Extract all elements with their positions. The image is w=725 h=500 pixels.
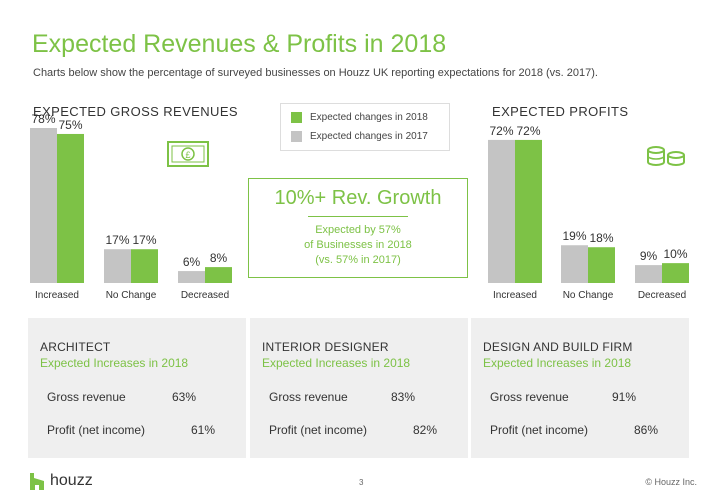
bar-increased-series-1 — [57, 133, 84, 283]
data-label: 72% — [489, 124, 513, 138]
page-number: 3 — [359, 478, 364, 487]
row-label-profit: Profit (net income) — [47, 423, 146, 437]
bar-decreased-series-1 — [662, 263, 689, 283]
panel-title: INTERIOR DESIGNER — [262, 340, 389, 354]
data-label: 78% — [31, 112, 55, 126]
row-value-profit: 61% — [191, 423, 216, 437]
data-label: 6% — [183, 255, 201, 269]
houzz-logo: houzz — [30, 472, 93, 490]
row-label-gross-revenue: Gross revenue — [47, 390, 126, 404]
legend-swatch-2017 — [291, 131, 302, 142]
row-label-gross-revenue: Gross revenue — [269, 390, 348, 404]
data-label: 10% — [663, 247, 687, 261]
panel-title: DESIGN AND BUILD FIRM — [483, 340, 633, 354]
row-value-gross-revenue: 91% — [612, 390, 637, 404]
data-label: 9% — [640, 249, 658, 263]
panel-subtitle: Expected Increases in 2018 — [262, 356, 411, 370]
bar-decreased-series-0 — [635, 265, 662, 283]
revenues-chart-title: EXPECTED GROSS REVENUES — [33, 104, 238, 119]
houzz-logo-text: houzz — [50, 472, 93, 489]
bar-no-change-series-0 — [561, 245, 588, 283]
row-label-profit: Profit (net income) — [269, 423, 368, 437]
row-value-profit: 86% — [634, 423, 659, 437]
panel-title: ARCHITECT — [40, 340, 111, 354]
legend-item-2018: Expected changes in 2018 — [291, 112, 428, 123]
data-label: 19% — [562, 229, 586, 243]
callout-line-1: Expected by 57% — [315, 224, 401, 236]
legend-label-2018: Expected changes in 2018 — [310, 112, 428, 123]
panel-design-build-firm: DESIGN AND BUILD FIRM Expected Increases… — [471, 318, 689, 458]
panel-subtitle: Expected Increases in 2018 — [40, 356, 189, 370]
bar-no-change-series-1 — [588, 247, 615, 283]
bar-increased-series-0 — [30, 128, 57, 283]
data-label: 17% — [105, 233, 129, 247]
row-label-profit: Profit (net income) — [490, 423, 589, 437]
callout-line-2: of Businesses in 2018 — [304, 239, 412, 251]
legend-item-2017: Expected changes in 2017 — [291, 131, 428, 142]
category-label: Decreased — [181, 290, 229, 301]
bar-increased-series-1 — [515, 139, 542, 283]
bar-no-change-series-1 — [131, 249, 158, 283]
callout-headline: 10%+ Rev. Growth — [274, 187, 442, 209]
chart-legend: Expected changes in 2018 Expected change… — [280, 103, 450, 151]
panel-interior-designer: INTERIOR DESIGNER Expected Increases in … — [250, 318, 468, 458]
bar-no-change-series-0 — [104, 249, 131, 283]
profits-chart-title: EXPECTED PROFITS — [492, 104, 629, 119]
category-label: No Change — [563, 290, 614, 301]
data-label: 75% — [58, 118, 82, 132]
revenues-bar-chart: 78% 75% Increased 17% 17% No Change 6% 8% Decrea… — [30, 112, 232, 301]
callout-divider — [308, 216, 408, 217]
bar-decreased-series-0 — [178, 271, 205, 283]
data-label: 72% — [516, 124, 540, 138]
legend-label-2017: Expected changes in 2017 — [310, 131, 428, 142]
legend-swatch-2018 — [291, 112, 302, 123]
row-value-profit: 82% — [413, 423, 438, 437]
bar-increased-series-0 — [488, 139, 515, 283]
row-value-gross-revenue: 63% — [172, 390, 197, 404]
data-label: 17% — [132, 233, 156, 247]
bar-decreased-series-1 — [205, 267, 232, 283]
data-label: 18% — [589, 231, 613, 245]
category-label: Decreased — [638, 290, 686, 301]
category-label: No Change — [106, 290, 157, 301]
copyright: © Houzz Inc. — [645, 477, 697, 487]
bar-charts: 78% 75% Increased 17% 17% No Change 6% 8% Decrea… — [30, 112, 689, 301]
row-label-gross-revenue: Gross revenue — [490, 390, 569, 404]
svg-text:£: £ — [185, 150, 190, 160]
row-value-gross-revenue: 83% — [391, 390, 416, 404]
category-label: Increased — [493, 290, 537, 301]
money-bill-icon: £ — [167, 141, 209, 167]
houzz-logo-icon — [30, 472, 44, 490]
page-title: Expected Revenues & Profits in 2018 — [32, 30, 447, 58]
panel-subtitle: Expected Increases in 2018 — [483, 356, 632, 370]
data-label: 8% — [210, 251, 228, 265]
category-label: Increased — [35, 290, 79, 301]
panel-architect: ARCHITECT Expected Increases in 2018 Gro… — [28, 318, 246, 458]
growth-callout: 10%+ Rev. Growth Expected by 57% of Busi… — [248, 178, 468, 278]
page-subtitle: Charts below show the percentage of surv… — [33, 67, 598, 79]
coins-icon — [647, 146, 685, 166]
profits-bar-chart: 72% 72% Increased 19% 18% No Change 9% 10% Decre… — [488, 124, 689, 301]
callout-line-3: (vs. 57% in 2017) — [315, 254, 401, 266]
